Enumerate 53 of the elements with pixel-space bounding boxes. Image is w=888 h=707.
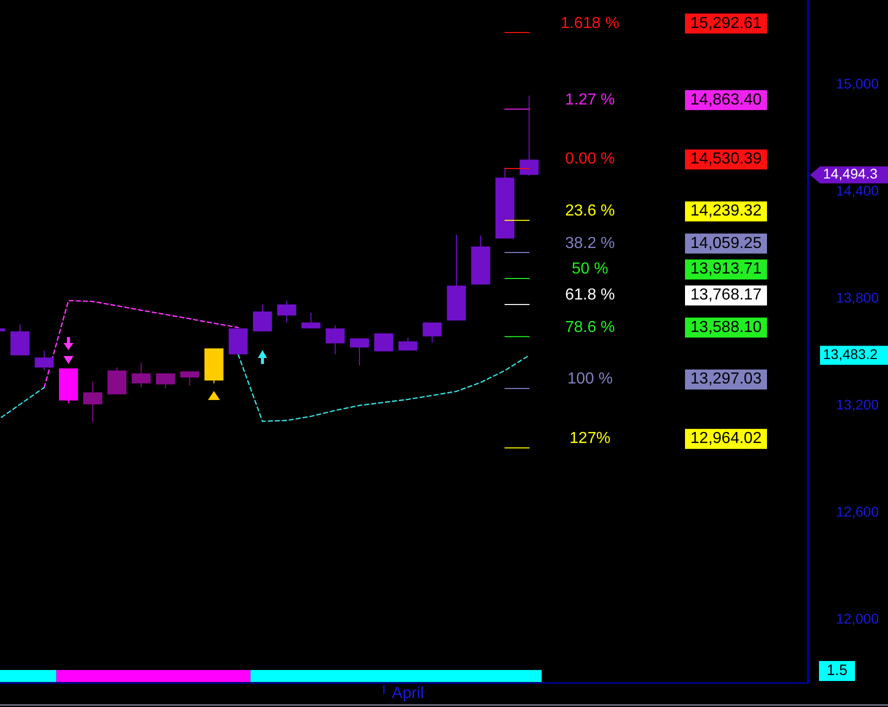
y-tick-label: 13,800: [836, 289, 880, 306]
text: 23.6 %: [565, 202, 615, 220]
text: 78.6 %: [565, 318, 615, 336]
text: 50 %: [572, 260, 608, 278]
annotation: 14,863.40: [690, 91, 762, 108]
text: 14,494.3: [823, 166, 878, 182]
candlestick: [446, 234, 466, 321]
annotation: 13,913.71: [690, 260, 762, 278]
candlestick: [58, 368, 78, 404]
candlestick: [495, 168, 514, 238]
y-tick-label: 15,000: [836, 75, 880, 92]
candlestick: [156, 373, 175, 388]
y-tick-label: 13,200: [836, 396, 880, 413]
text: 100 %: [567, 370, 613, 388]
candlestick: [83, 381, 102, 422]
line-series: [44, 300, 239, 388]
annotation: 14,239.32: [690, 202, 762, 220]
annotation: 13,768.17: [690, 286, 762, 304]
candlestick: [374, 333, 394, 352]
annotation: 12,964.02: [690, 430, 762, 448]
annotation: 13,297.03: [690, 370, 762, 388]
y-tick-label: 12,600: [836, 504, 880, 520]
annotation: 15,292.61: [690, 14, 762, 32]
candlestick: [228, 328, 248, 354]
candlestick: [180, 371, 200, 386]
candlestick: [301, 312, 320, 328]
text: 1.27 %: [565, 91, 615, 108]
candlestick: [10, 324, 30, 356]
text: 1.5: [826, 662, 848, 679]
annotation: 14,530.39: [690, 150, 762, 168]
candlestick: [398, 337, 418, 351]
annotation: 13,588.10: [690, 318, 762, 336]
text: 38.2 %: [565, 234, 615, 252]
x-tick-label: April: [392, 685, 424, 702]
candlestick: [277, 300, 296, 323]
annotation: 14,059.25: [690, 234, 762, 252]
candlestick: [326, 326, 345, 354]
text: 61.8 %: [565, 286, 615, 304]
y-tick-label: 12,000: [836, 610, 880, 627]
text: 0.00 %: [565, 150, 615, 168]
candlestick: [132, 362, 151, 388]
text: 127%: [570, 430, 610, 448]
candlestick: [422, 322, 442, 342]
candlestick: [34, 350, 54, 370]
candlestick: [204, 348, 224, 384]
candlestick: [107, 367, 126, 394]
candlestick: [471, 236, 490, 285]
series-label: 1.618 %: [560, 14, 620, 32]
y-tick-label: 14,400: [836, 182, 880, 198]
candlestick: [520, 96, 539, 176]
text: 13,483.2: [823, 346, 878, 362]
candlestick: [252, 304, 272, 332]
candlestick: [350, 338, 369, 366]
